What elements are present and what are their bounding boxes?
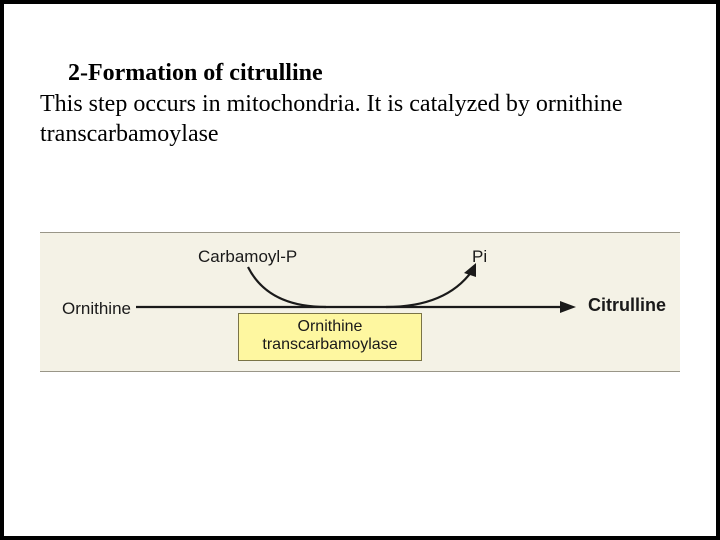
slide-body-text: This step occurs in mitochondria. It is … [40, 89, 680, 149]
substrate-label: Ornithine [62, 299, 131, 319]
slide-canvas: 2-Formation of citrulline This step occu… [4, 4, 716, 536]
text-block: 2-Formation of citrulline This step occu… [40, 60, 680, 149]
slide-heading: 2-Formation of citrulline [68, 60, 680, 87]
enzyme-box: Ornithine transcarbamoylase [238, 313, 422, 361]
reaction-arrow [136, 261, 576, 315]
enzyme-name-line1: Ornithine [239, 318, 421, 336]
enzyme-name-line2: transcarbamoylase [239, 336, 421, 354]
reaction-diagram: Ornithine Carbamoyl-P Pi Citrulline Orni… [40, 232, 680, 372]
product-label: Citrulline [588, 295, 666, 316]
